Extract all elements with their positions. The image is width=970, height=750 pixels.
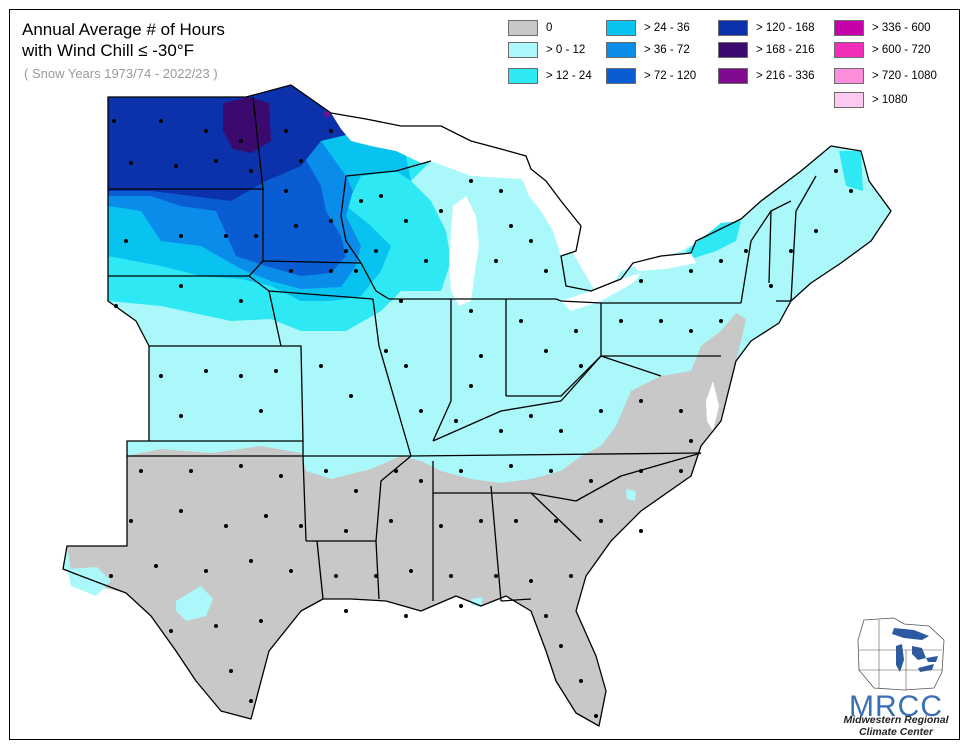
legend-item: > 120 - 168 <box>718 19 815 37</box>
legend-item: > 216 - 336 <box>718 67 815 85</box>
lake-huron <box>521 176 581 256</box>
legend-item: 0 <box>508 19 552 37</box>
legend-label: > 336 - 600 <box>872 22 931 34</box>
logo-line-2: Climate Center <box>858 726 934 738</box>
logo-line-1: Midwestern Regional <box>843 714 949 726</box>
legend-swatch <box>508 20 538 36</box>
legend-item: > 0 - 12 <box>508 41 585 59</box>
wind-chill-map <box>62 84 892 727</box>
station-markers <box>109 119 853 718</box>
legend-item: > 336 - 600 <box>834 19 931 37</box>
lake-michigan <box>449 196 479 306</box>
mrcc-logo-map <box>857 617 945 691</box>
legend-item: > 720 - 1080 <box>834 67 937 85</box>
legend-label: > 72 - 120 <box>644 70 697 82</box>
map-subtitle: ( Snow Years 1973/74 - 2022/23 ) <box>24 66 218 81</box>
legend-label: > 0 - 12 <box>546 44 586 56</box>
legend-label: > 720 - 1080 <box>872 70 937 82</box>
title-line-1: Annual Average # of Hours <box>22 20 225 39</box>
legend-swatch <box>834 42 864 58</box>
legend-item: > 168 - 216 <box>718 41 815 59</box>
legend-label: > 168 - 216 <box>756 44 815 56</box>
legend-label: > 120 - 168 <box>756 22 815 34</box>
ocean-cuts <box>706 381 719 431</box>
legend-swatch <box>606 68 636 84</box>
legend-item: > 600 - 720 <box>834 41 931 59</box>
legend-item: > 1080 <box>834 91 908 109</box>
legend-label: 0 <box>546 22 553 34</box>
legend-item: > 12 - 24 <box>508 67 592 85</box>
lake-ontario <box>631 253 696 271</box>
legend-item: > 24 - 36 <box>606 19 690 37</box>
title-line-2: with Wind Chill ≤ -30°F <box>22 41 195 60</box>
legend-swatch <box>606 20 636 36</box>
map-frame: MRCC Midwestern Regional Climate Center <box>9 9 960 740</box>
legend-item: > 36 - 72 <box>606 41 690 59</box>
legend-swatch <box>508 42 538 58</box>
legend-swatch <box>834 20 864 36</box>
legend-label: > 216 - 336 <box>756 70 815 82</box>
legend-label: > 12 - 24 <box>546 70 592 82</box>
legend-item: > 72 - 120 <box>606 67 696 85</box>
legend-label: > 24 - 36 <box>644 22 690 34</box>
legend-label: > 36 - 72 <box>644 44 690 56</box>
legend-label: > 1080 <box>872 94 908 106</box>
lake-superior <box>331 113 531 171</box>
legend-swatch <box>718 42 748 58</box>
legend-swatch <box>834 92 864 108</box>
legend-swatch <box>834 68 864 84</box>
state-boundaries <box>62 84 892 727</box>
legend-swatch <box>718 20 748 36</box>
legend-swatch <box>718 68 748 84</box>
legend-swatch <box>508 68 538 84</box>
zone-168-216 <box>223 97 271 153</box>
logo-wordmark: MRCC <box>849 690 943 723</box>
legend-label: > 600 - 720 <box>872 44 931 56</box>
legend-swatch <box>606 42 636 58</box>
map-title: Annual Average # of Hours with Wind Chil… <box>22 19 225 61</box>
zone-zero <box>67 313 746 726</box>
zone-216-336 <box>324 111 330 117</box>
